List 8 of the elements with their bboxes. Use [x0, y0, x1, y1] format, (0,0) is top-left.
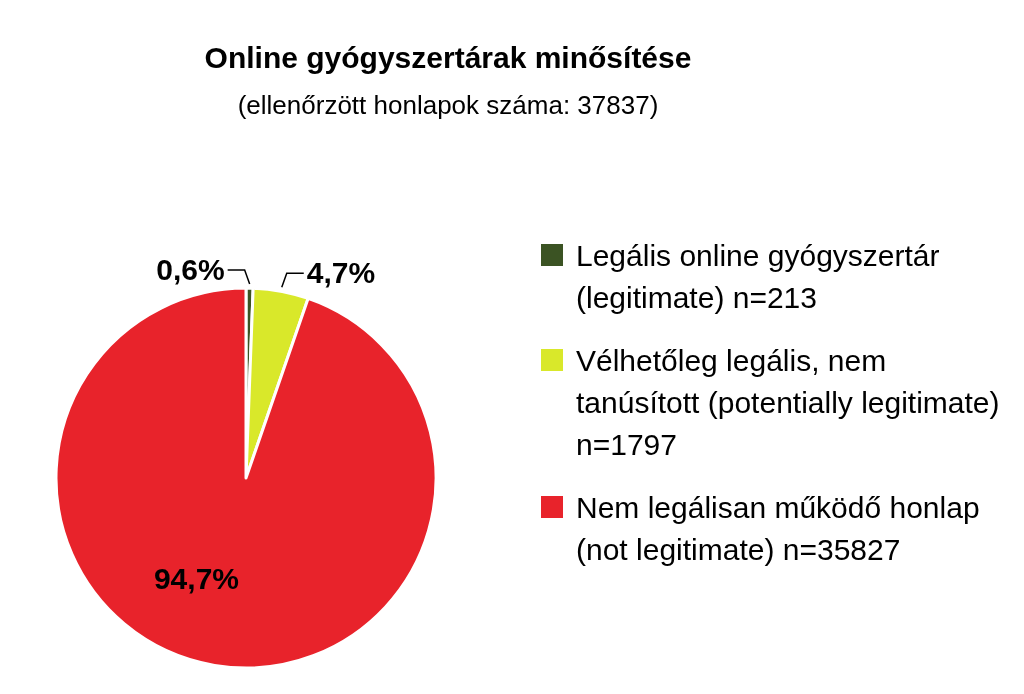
data-label: 4,7% [306, 256, 376, 290]
data-label: 94,7% [153, 562, 240, 596]
legend-label: Nem legálisan működő honlap (not legitimate) n=35827 [576, 491, 980, 566]
legend-label: Legális online gyógyszertár (legitimate) n=213 [576, 239, 940, 314]
data-label: 0,6% [156, 253, 225, 287]
legend-label: Vélhetőleg legális, nem tanúsított (potentially legitimate) n=1797 [576, 344, 1000, 461]
chart-subtitle: (ellenőrzött honlapok száma: 37837) [237, 90, 659, 120]
chart-title: Online gyógyszertárak minősítése [204, 41, 692, 74]
